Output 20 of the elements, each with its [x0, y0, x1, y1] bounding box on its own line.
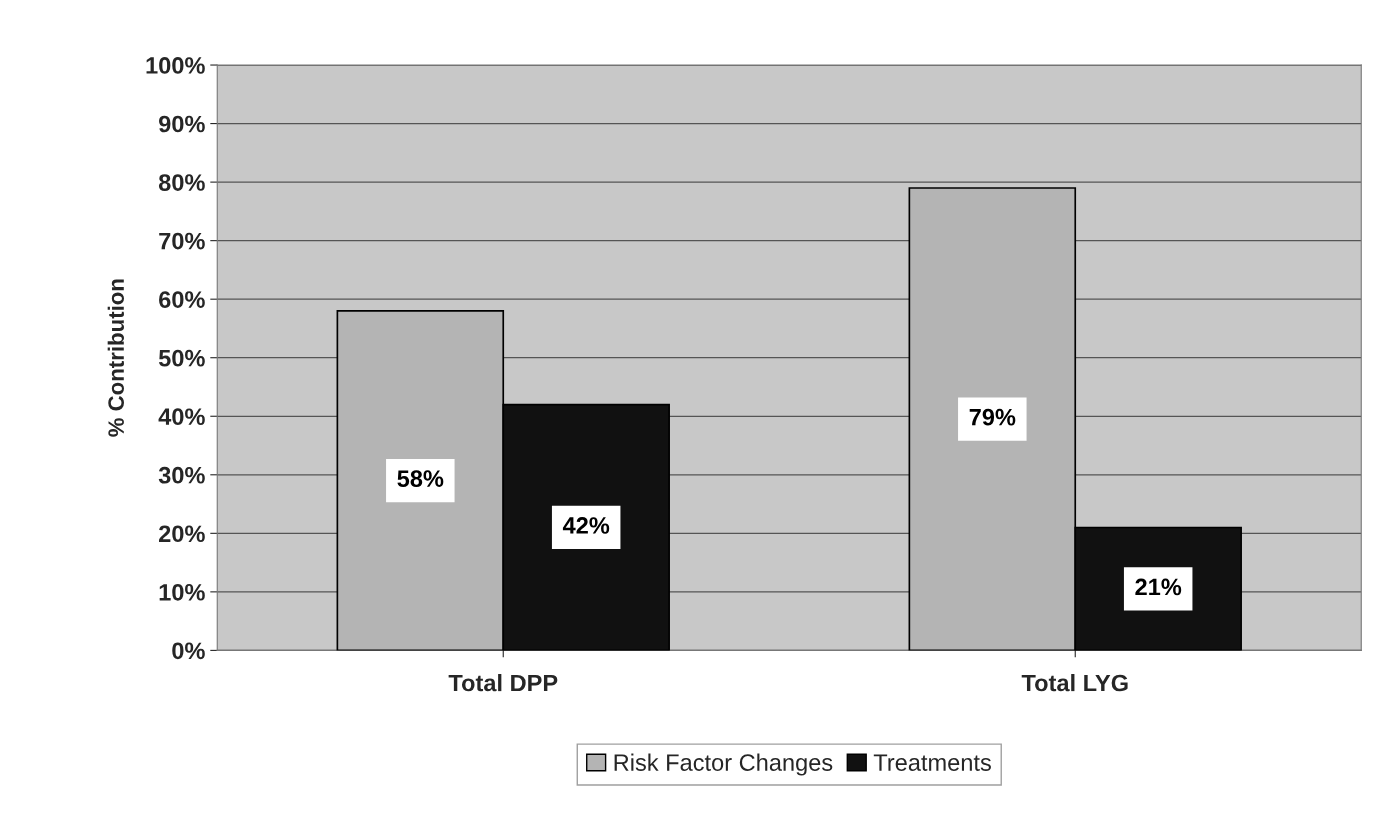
y-tick-label: 20% [159, 525, 205, 543]
data-label: 58% [397, 470, 444, 487]
x-tick-label: Total DPP [448, 674, 558, 692]
y-tick-label: 90% [159, 115, 205, 133]
data-label: 21% [1135, 578, 1182, 596]
y-tick-label: 10% [159, 583, 205, 601]
y-tick-label: 0% [172, 642, 205, 660]
y-tick-label: 70% [159, 232, 205, 250]
x-tick-label: Total LYG [1021, 674, 1128, 692]
data-label: 79% [969, 408, 1016, 426]
y-tick-label: 40% [158, 408, 205, 426]
y-tick-label: 60% [159, 291, 205, 308]
data-label: 42% [562, 517, 610, 534]
y-axis-title: % Contribution [107, 279, 124, 437]
y-tick-label: 100% [146, 57, 205, 74]
y-tick-label: 30% [158, 466, 205, 484]
y-tick-label: 80% [158, 174, 205, 191]
y-tick-label: 50% [158, 349, 205, 367]
legend-label: Treatments [873, 754, 991, 771]
legend-label: Risk Factor Changes [614, 753, 833, 776]
